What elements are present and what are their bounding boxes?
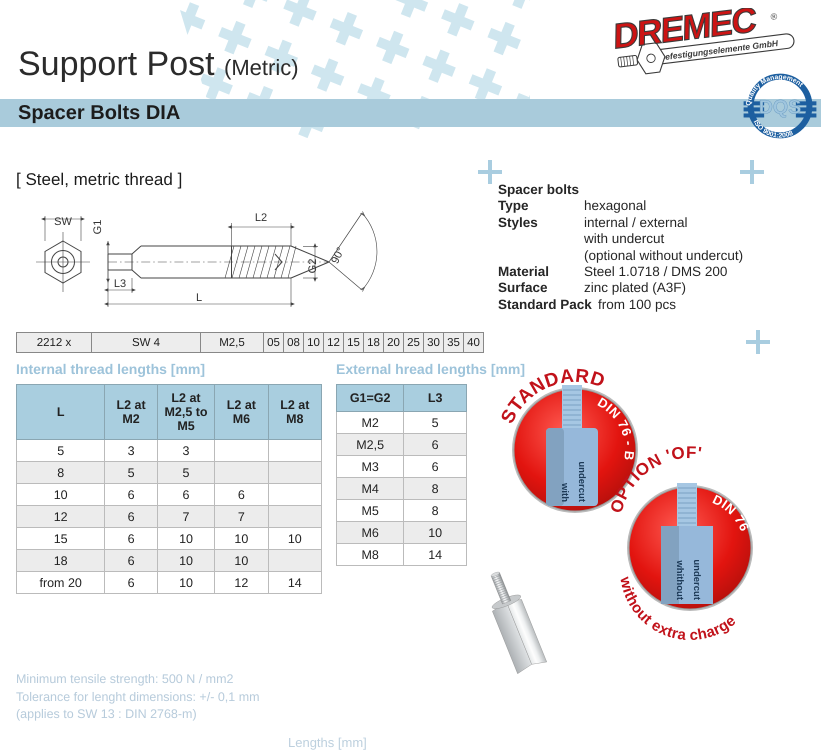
svg-text:L3: L3: [114, 278, 126, 290]
svg-text:with: with: [559, 482, 570, 502]
svg-text:DQS: DQS: [759, 97, 801, 118]
svg-text:G1: G1: [92, 220, 104, 235]
svg-text:L: L: [196, 292, 202, 304]
svg-text:90°: 90°: [329, 246, 347, 266]
svg-text:SW: SW: [54, 216, 72, 228]
svg-text:ISO 9001:2008: ISO 9001:2008: [752, 118, 794, 139]
svg-text:L2: L2: [255, 212, 267, 224]
svg-text:®: ®: [770, 11, 778, 22]
svg-text:undercut: undercut: [576, 461, 587, 502]
svg-text:G2: G2: [307, 259, 319, 274]
svg-text:undercut: undercut: [691, 559, 702, 600]
svg-text:whithout: whithout: [674, 559, 685, 600]
